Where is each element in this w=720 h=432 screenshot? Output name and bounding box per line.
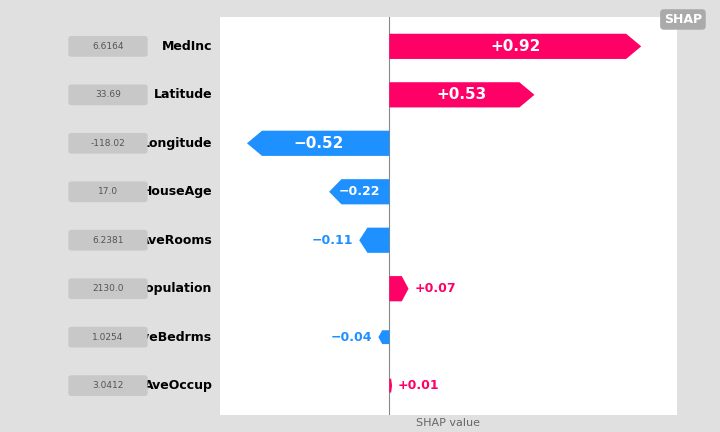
Text: Longitude: Longitude — [142, 137, 212, 150]
Text: Latitude: Latitude — [154, 88, 212, 102]
Text: MedInc: MedInc — [162, 40, 212, 53]
Text: SHAP value: SHAP value — [416, 418, 480, 428]
Text: AveOccup: AveOccup — [143, 379, 212, 392]
Text: 2130.0: 2130.0 — [92, 284, 124, 293]
Text: 3.0412: 3.0412 — [92, 381, 124, 390]
Text: HouseAge: HouseAge — [142, 185, 212, 198]
Text: AveRooms: AveRooms — [140, 234, 212, 247]
Text: SHAP: SHAP — [664, 13, 702, 26]
Text: 17.0: 17.0 — [98, 187, 118, 196]
Text: −0.52: −0.52 — [293, 136, 343, 151]
Text: +0.92: +0.92 — [490, 39, 541, 54]
Text: -118.02: -118.02 — [91, 139, 125, 148]
Text: +0.01: +0.01 — [398, 379, 440, 392]
FancyArrow shape — [390, 276, 408, 301]
Text: 33.69: 33.69 — [95, 90, 121, 99]
Text: +0.53: +0.53 — [437, 87, 487, 102]
FancyArrow shape — [390, 34, 642, 59]
Text: −0.11: −0.11 — [312, 234, 354, 247]
FancyArrow shape — [247, 131, 390, 156]
Text: Population: Population — [137, 282, 212, 295]
Text: +0.07: +0.07 — [415, 282, 456, 295]
Text: −0.04: −0.04 — [331, 330, 372, 344]
Text: 6.6164: 6.6164 — [92, 42, 124, 51]
Text: 1.0254: 1.0254 — [92, 333, 124, 342]
Text: 6.2381: 6.2381 — [92, 236, 124, 245]
FancyArrow shape — [390, 379, 392, 393]
FancyArrow shape — [359, 228, 390, 253]
Text: AveBedrms: AveBedrms — [133, 330, 212, 344]
FancyArrow shape — [379, 330, 390, 344]
Text: −0.22: −0.22 — [338, 185, 380, 198]
FancyArrow shape — [390, 82, 534, 108]
FancyArrow shape — [329, 179, 390, 204]
